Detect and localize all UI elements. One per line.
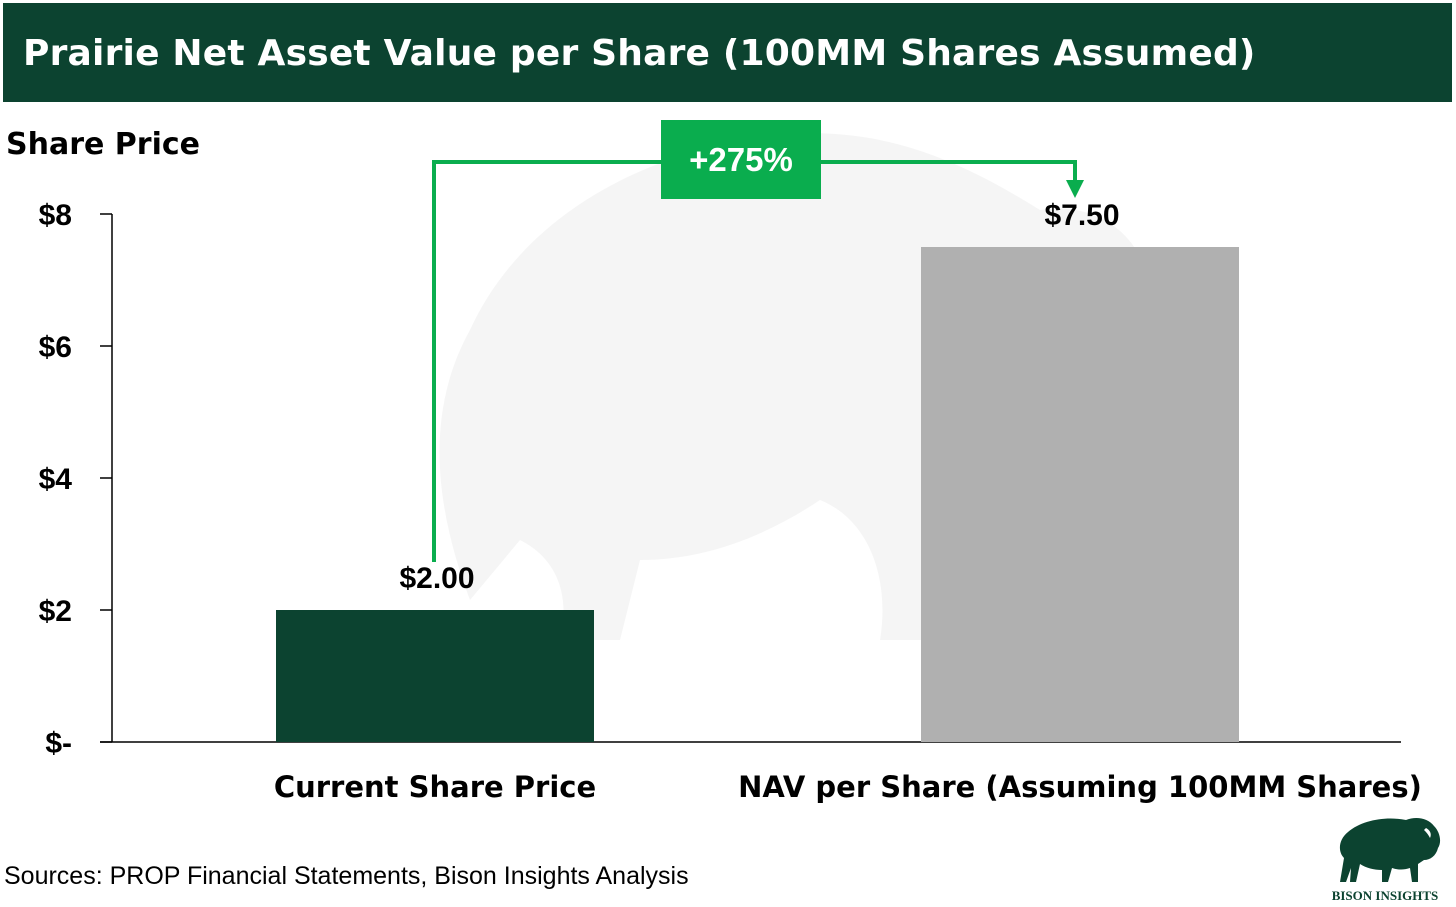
growth-badge-label: +275%: [689, 141, 793, 178]
chart-title: Prairie Net Asset Value per Share (100MM…: [23, 33, 1256, 74]
arrow-head-icon: [1066, 180, 1084, 198]
data-label: $7.50: [1044, 199, 1119, 232]
x-category-label: Current Share Price: [274, 770, 596, 804]
title-bar: Prairie Net Asset Value per Share (100MM…: [3, 3, 1452, 102]
y-axis-title: Share Price: [6, 127, 200, 162]
source-note: Sources: PROP Financial Statements, Biso…: [4, 862, 689, 890]
bar-current-share-price: [276, 610, 594, 742]
y-tick-label: $4: [39, 463, 73, 496]
bison-insights-logo: BISON INSIGHTS: [1318, 812, 1452, 904]
x-category-label: NAV per Share (Assuming 100MM Shares): [738, 770, 1422, 804]
data-label: $2.00: [399, 562, 474, 595]
y-tick-label: $8: [39, 199, 72, 232]
growth-badge: [661, 120, 821, 199]
y-tick-label: $-: [45, 727, 72, 760]
logo-text: BISON INSIGHTS: [1331, 888, 1439, 903]
bison-icon: [1339, 818, 1441, 882]
y-tick-label: $2: [39, 595, 72, 628]
bar-nav-per-share: [921, 247, 1239, 742]
y-tick-label: $6: [39, 331, 72, 364]
